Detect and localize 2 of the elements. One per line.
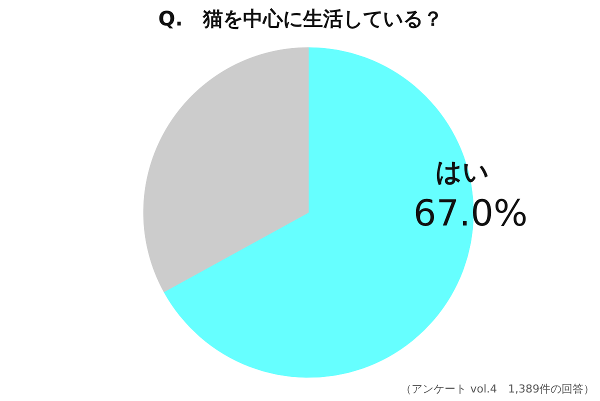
chart-title: Q. 猫を中心に生活している？ xyxy=(158,6,443,30)
text: （アンケート vol.4 1,389件の回答） xyxy=(400,382,595,396)
